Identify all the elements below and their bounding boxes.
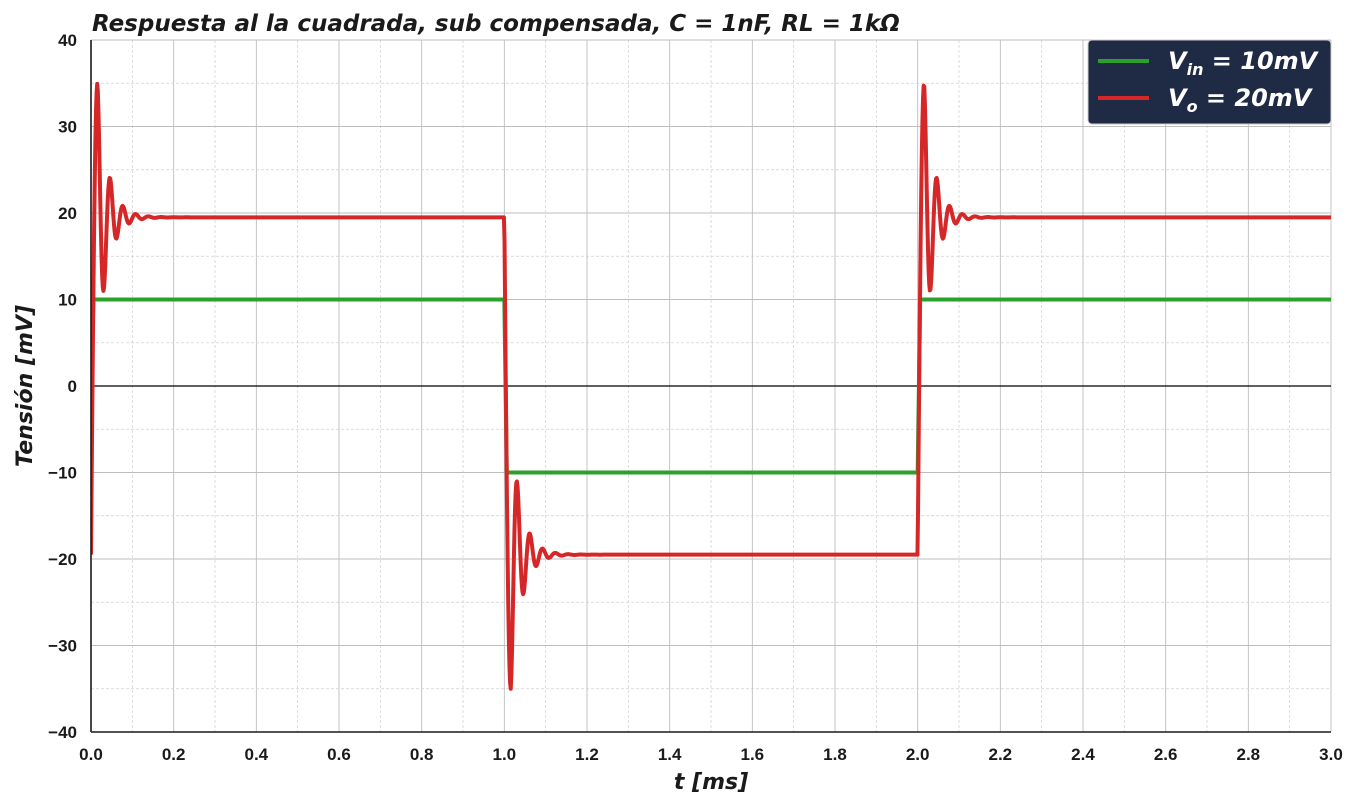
legend-label-vin: Vin = 10mV [1168,47,1320,79]
y-tick-labels: 40 30 20 10 0 −10 −20 −30 −40 [48,31,77,742]
y-tick-label: 10 [58,291,77,310]
x-tick-label: 2.2 [989,745,1013,764]
x-tick-label: 2.0 [906,745,930,764]
x-tick-labels: 0.0 0.2 0.4 0.6 0.8 1.0 1.2 1.4 1.6 1.8 2.0 2.2 2.4 2… [79,745,1343,764]
x-axis-label: t [ms] [674,770,748,795]
x-tick-label: 2.6 [1154,745,1178,764]
y-tick-label: −30 [48,637,77,656]
x-tick-label: 0.2 [162,745,186,764]
x-tick-label: 1.4 [658,745,682,764]
x-tick-label: 1.6 [741,745,765,764]
y-axis-label: Tensión [mV] [13,305,38,467]
series-line-vin [91,297,1331,475]
series-layer [91,81,1331,691]
x-tick-label: 2.8 [1237,745,1261,764]
x-tick-label: 1.2 [575,745,599,764]
y-tick-label: 0 [68,377,77,396]
y-tick-label: −20 [48,550,77,569]
x-tick-label: 0.0 [79,745,103,764]
x-tick-label: 0.4 [245,745,269,764]
legend: Vin = 10mV Vo = 20mV [1087,39,1332,125]
x-tick-label: 1.8 [823,745,847,764]
y-tick-label: 40 [58,31,77,50]
y-tick-label: 20 [58,204,77,223]
x-tick-label: 2.4 [1071,745,1095,764]
y-tick-label: −10 [48,464,77,483]
x-tick-label: 3.0 [1319,745,1343,764]
legend-label-vo: Vo = 20mV [1168,84,1314,116]
y-tick-label: −40 [48,723,77,742]
x-tick-label: 0.6 [327,745,351,764]
axes [90,40,1331,733]
x-tick-label: 0.8 [410,745,434,764]
y-tick-label: 30 [58,118,77,137]
x-tick-label: 1.0 [493,745,517,764]
series-line-vo [91,81,1331,691]
chart-title: Respuesta al la cuadrada, sub compensada… [92,11,900,37]
